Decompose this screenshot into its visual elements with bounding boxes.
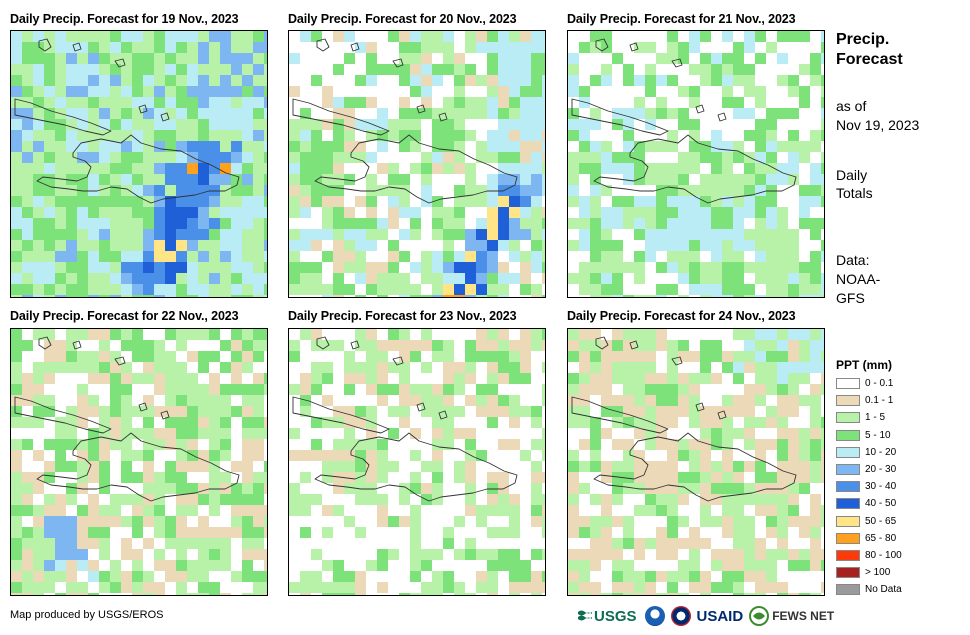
legend-swatch xyxy=(836,378,860,389)
legend-label: 10 - 20 xyxy=(865,446,897,458)
precip-grid xyxy=(568,31,824,297)
totals-line2: Totals xyxy=(836,185,873,201)
usaid-seal-icon xyxy=(670,606,691,626)
legend-item: 30 - 40 xyxy=(836,480,896,493)
map-panel-nov22 xyxy=(10,328,268,596)
legend-swatch xyxy=(836,412,860,424)
coastline-outlines xyxy=(14,336,240,502)
usgs-logo: USGS xyxy=(578,608,637,625)
panel-title-nov23: Daily Precip. Forecast for 23 Nov., 2023 xyxy=(288,309,517,323)
data-source-line3: GFS xyxy=(836,290,865,306)
legend-label: > 100 xyxy=(865,567,891,579)
legend-item: 0 - 0.1 xyxy=(836,377,893,390)
legend-swatch xyxy=(836,481,860,493)
panel-title-nov22: Daily Precip. Forecast for 22 Nov., 2023 xyxy=(10,309,239,323)
map-panel-nov20 xyxy=(288,30,546,298)
legend-swatch xyxy=(836,567,860,579)
legend-label: 1 - 5 xyxy=(865,412,886,424)
legend-item: 10 - 20 xyxy=(836,446,896,459)
panel-title-nov24: Daily Precip. Forecast for 24 Nov., 2023 xyxy=(567,309,796,323)
map-credit: Map produced by USGS/EROS xyxy=(10,609,164,621)
legend-swatch xyxy=(836,550,860,561)
legend-item: 20 - 30 xyxy=(836,463,896,476)
asof-label: as of xyxy=(836,98,867,114)
legend-item: 5 - 10 xyxy=(836,429,891,442)
totals-line1: Daily xyxy=(836,167,868,183)
precip-grid xyxy=(289,329,545,595)
legend-label: 0 - 0.1 xyxy=(865,378,894,389)
usgs-wave-icon xyxy=(578,610,592,621)
legend-item: 65 - 80 xyxy=(836,532,896,545)
panel-title-nov19: Daily Precip. Forecast for 19 Nov., 2023 xyxy=(10,12,239,26)
panel-title-nov20: Daily Precip. Forecast for 20 Nov., 2023 xyxy=(288,12,517,26)
coastline-outlines xyxy=(14,38,240,204)
legend-label: 80 - 100 xyxy=(865,550,902,561)
panel-title-nov21: Daily Precip. Forecast for 21 Nov., 2023 xyxy=(567,12,796,26)
usaid-logo: USAID xyxy=(696,607,744,625)
coastline-outlines xyxy=(571,38,797,204)
coastline-outlines xyxy=(292,336,518,502)
legend-swatch xyxy=(836,584,860,596)
legend-swatch xyxy=(836,498,860,510)
legend-swatch xyxy=(836,464,860,475)
legend-item: No Data xyxy=(836,583,902,596)
data-source-line2: NOAA- xyxy=(836,271,881,287)
legend-swatch xyxy=(836,429,860,441)
legend-swatch xyxy=(836,446,860,458)
legend-label: 65 - 80 xyxy=(865,532,897,544)
legend-label: 40 - 50 xyxy=(865,498,897,510)
precip-grid xyxy=(11,31,267,297)
coastline-outlines xyxy=(292,38,518,204)
legend-label: No Data xyxy=(865,584,902,596)
legend-item: 0.1 - 1 xyxy=(836,394,893,407)
map-panel-nov21 xyxy=(567,30,825,298)
map-panel-nov23 xyxy=(288,328,546,596)
fews-globe-icon xyxy=(749,606,770,626)
noaa-seal-icon xyxy=(644,606,665,626)
precip-grid xyxy=(11,329,267,595)
fews-net-logo: FEWS NET xyxy=(749,606,834,626)
legend-label: 20 - 30 xyxy=(865,464,897,475)
legend-swatch xyxy=(836,395,860,407)
partner-logos: USGS USAID FEWS NET xyxy=(578,603,834,629)
legend-swatch xyxy=(836,515,860,527)
coastline-outlines xyxy=(571,336,797,502)
legend-item: 50 - 65 xyxy=(836,515,896,528)
data-source-line1: Data: xyxy=(836,252,870,268)
legend-title: PPT (mm) xyxy=(836,358,893,372)
legend-label: 5 - 10 xyxy=(865,429,891,441)
legend-label: 50 - 65 xyxy=(865,515,897,527)
legend-item: > 100 xyxy=(836,566,890,579)
asof-date: Nov 19, 2023 xyxy=(836,117,920,133)
legend-swatch xyxy=(836,532,860,544)
sidebar-title: Precip. Forecast xyxy=(836,31,903,68)
legend-label: 30 - 40 xyxy=(865,481,897,493)
legend-item: 40 - 50 xyxy=(836,497,896,510)
legend-item: 1 - 5 xyxy=(836,411,885,424)
precip-grid xyxy=(289,31,545,297)
legend-item: 80 - 100 xyxy=(836,549,902,562)
map-panel-nov19 xyxy=(10,30,268,298)
legend-label: 0.1 - 1 xyxy=(865,395,894,407)
map-panel-nov24 xyxy=(567,328,825,596)
precip-grid xyxy=(568,329,824,595)
